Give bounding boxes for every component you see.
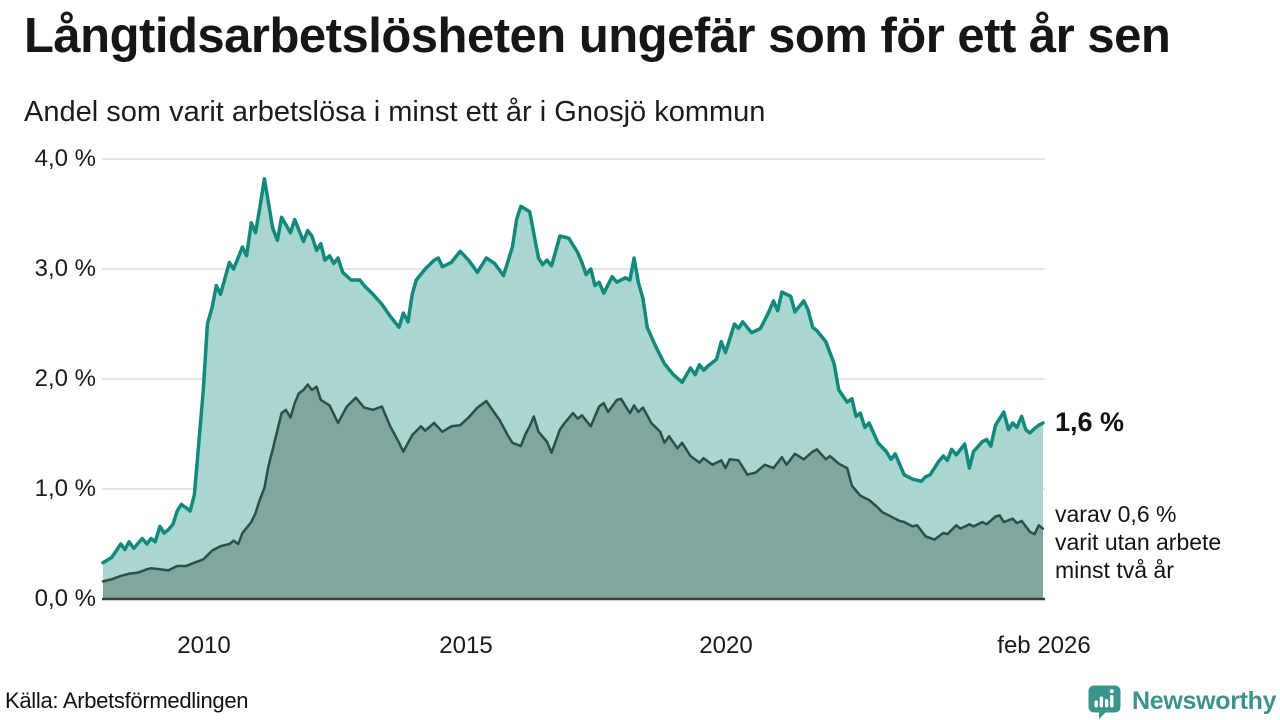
y-axis-tick-label: 0,0 %: [34, 585, 96, 612]
newsworthy-bubble-chart-icon: [1086, 683, 1123, 720]
y-axis-tick-label: 4,0 %: [34, 145, 96, 172]
x-axis-tick-label: 2010: [177, 632, 231, 659]
annotation-note: varav 0,6 % varit utan arbete minst två …: [1055, 501, 1222, 583]
page-title: Långtidsarbetslösheten ungefär som för e…: [24, 9, 1171, 63]
latest-value-label: 1,6 %: [1055, 407, 1125, 437]
newsworthy-wordmark: Newsworthy: [1132, 687, 1277, 715]
x-axis-tick-label: feb 2026: [997, 632, 1091, 659]
y-axis-tick-label: 1,0 %: [34, 475, 96, 502]
y-axis-tick-label: 3,0 %: [34, 255, 96, 282]
x-axis-tick-label: 2015: [439, 632, 493, 659]
chart-subtitle: Andel som varit arbetslösa i minst ett å…: [24, 96, 766, 128]
source-text: Källa: Arbetsförmedlingen: [5, 688, 249, 713]
newsworthy-logo: Newsworthy: [1086, 683, 1277, 720]
x-axis-tick-label: 2020: [699, 632, 753, 659]
y-axis-tick-label: 2,0 %: [34, 365, 96, 392]
